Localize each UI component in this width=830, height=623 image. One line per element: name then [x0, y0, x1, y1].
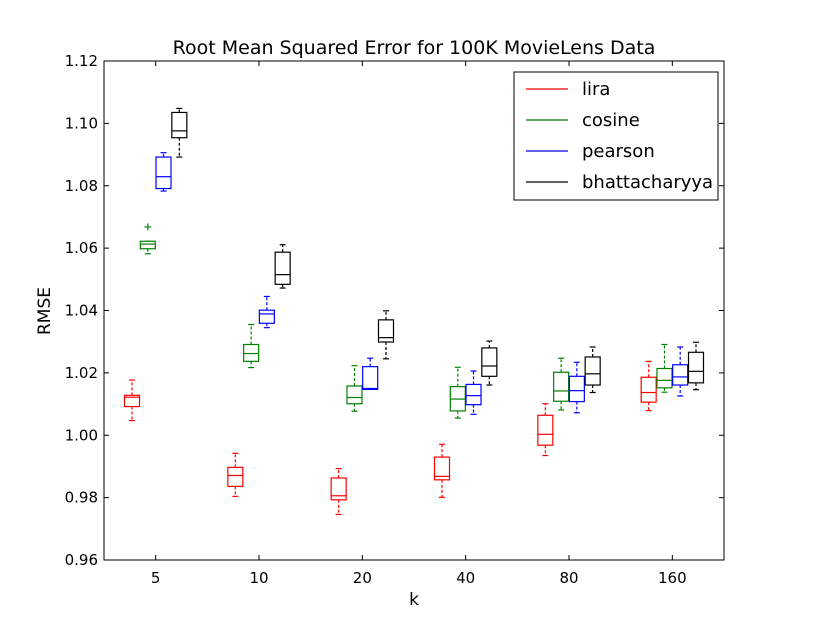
box-bhattacharyya-k5 [171, 107, 188, 158]
box-lira-k80 [537, 403, 554, 457]
box-body [687, 351, 705, 384]
box-lira-k10 [227, 452, 244, 497]
box-cosine-k20 [346, 365, 363, 412]
legend-label: bhattacharyya [582, 172, 713, 193]
y-tick-label: 1.06 [65, 239, 98, 257]
chart-marks [123, 107, 705, 516]
box-lira-k20 [330, 468, 347, 516]
y-tick-label: 0.96 [65, 551, 98, 569]
x-axis-label: k [409, 590, 419, 610]
box-pearson-k40 [465, 370, 482, 415]
box-body [568, 375, 585, 403]
box-bhattacharyya-k20 [377, 310, 395, 360]
y-tick-label: 1.02 [65, 364, 98, 382]
x-tick-label: 40 [456, 569, 475, 587]
legend: lira cosine pearson bhattacharyya [513, 71, 719, 201]
box-body [672, 364, 689, 386]
y-axis-label: RMSE [35, 287, 55, 335]
box-lira-k40 [433, 443, 451, 498]
box-cosine-k80 [553, 357, 570, 411]
box-pearson-k160 [672, 346, 689, 397]
x-tick-label: 80 [559, 569, 578, 587]
y-tick-label: 1.12 [65, 52, 98, 70]
box-pearson-k5 [155, 152, 172, 192]
box-bhattacharyya-k160 [687, 341, 705, 391]
box-pearson-k10 [258, 295, 275, 329]
box-bhattacharyya-k80 [584, 346, 601, 394]
box-lira-k160 [640, 360, 657, 412]
box-body [362, 366, 379, 391]
series-cosine [139, 223, 673, 419]
box-pearson-k20 [362, 357, 379, 391]
legend-label: lira [582, 79, 610, 100]
legend-frame [513, 71, 719, 201]
y-tick-label: 1.04 [65, 302, 98, 320]
box-bhattacharyya-k10 [274, 244, 291, 289]
x-tick-label: 5 [151, 569, 161, 587]
series-pearson [155, 152, 689, 415]
box-body [155, 156, 172, 190]
box-body [433, 456, 451, 481]
box-body [465, 383, 482, 406]
box-body [330, 477, 347, 501]
y-tick-label: 1.08 [65, 177, 98, 195]
box-cosine-k10 [243, 323, 260, 369]
box-body [377, 319, 395, 343]
box-bhattacharyya-k40 [481, 340, 498, 386]
box-lira-k5 [123, 379, 141, 422]
box-body [243, 343, 260, 362]
x-tick-label: 10 [249, 569, 268, 587]
y-tick-label: 1.10 [65, 114, 98, 132]
box-body [258, 309, 275, 324]
box-body [537, 414, 554, 446]
box-body [584, 356, 601, 386]
legend-label: cosine [582, 110, 640, 131]
box-body [553, 371, 570, 402]
box-body [346, 385, 363, 405]
legend-entry-lira: lira [526, 79, 610, 100]
box-body [481, 347, 498, 377]
box-body [640, 376, 657, 403]
box-pearson-k80 [568, 361, 585, 414]
chart-axes: 0.96 0.98 1.00 1.02 1.04 1.06 1.08 1.10 1.12 5 10 2… [65, 52, 724, 587]
legend-entry-pearson: pearson [526, 141, 655, 162]
legend-entry-cosine: cosine [526, 110, 640, 131]
box-cosine-k160 [656, 343, 673, 393]
series-bhattacharyya [171, 107, 705, 394]
x-tick-label: 160 [658, 569, 687, 587]
legend-label: pearson [582, 141, 655, 162]
legend-entry-bhattacharyya: bhattacharyya [526, 172, 713, 193]
box-body [171, 111, 188, 139]
y-tick-label: 1.00 [65, 426, 98, 444]
chart-title: Root Mean Squared Error for 100K MovieLe… [173, 37, 656, 59]
box-body [139, 240, 156, 250]
x-tick-label: 20 [353, 569, 372, 587]
series-lira [123, 360, 657, 516]
box-body [274, 251, 291, 285]
box-cosine-k40 [449, 366, 466, 419]
box-body [227, 466, 244, 487]
box-cosine-k5 [139, 223, 156, 255]
y-tick-label: 0.98 [65, 489, 98, 507]
box-body [123, 394, 141, 408]
box-body [656, 367, 673, 389]
outlier-marker [144, 223, 152, 231]
